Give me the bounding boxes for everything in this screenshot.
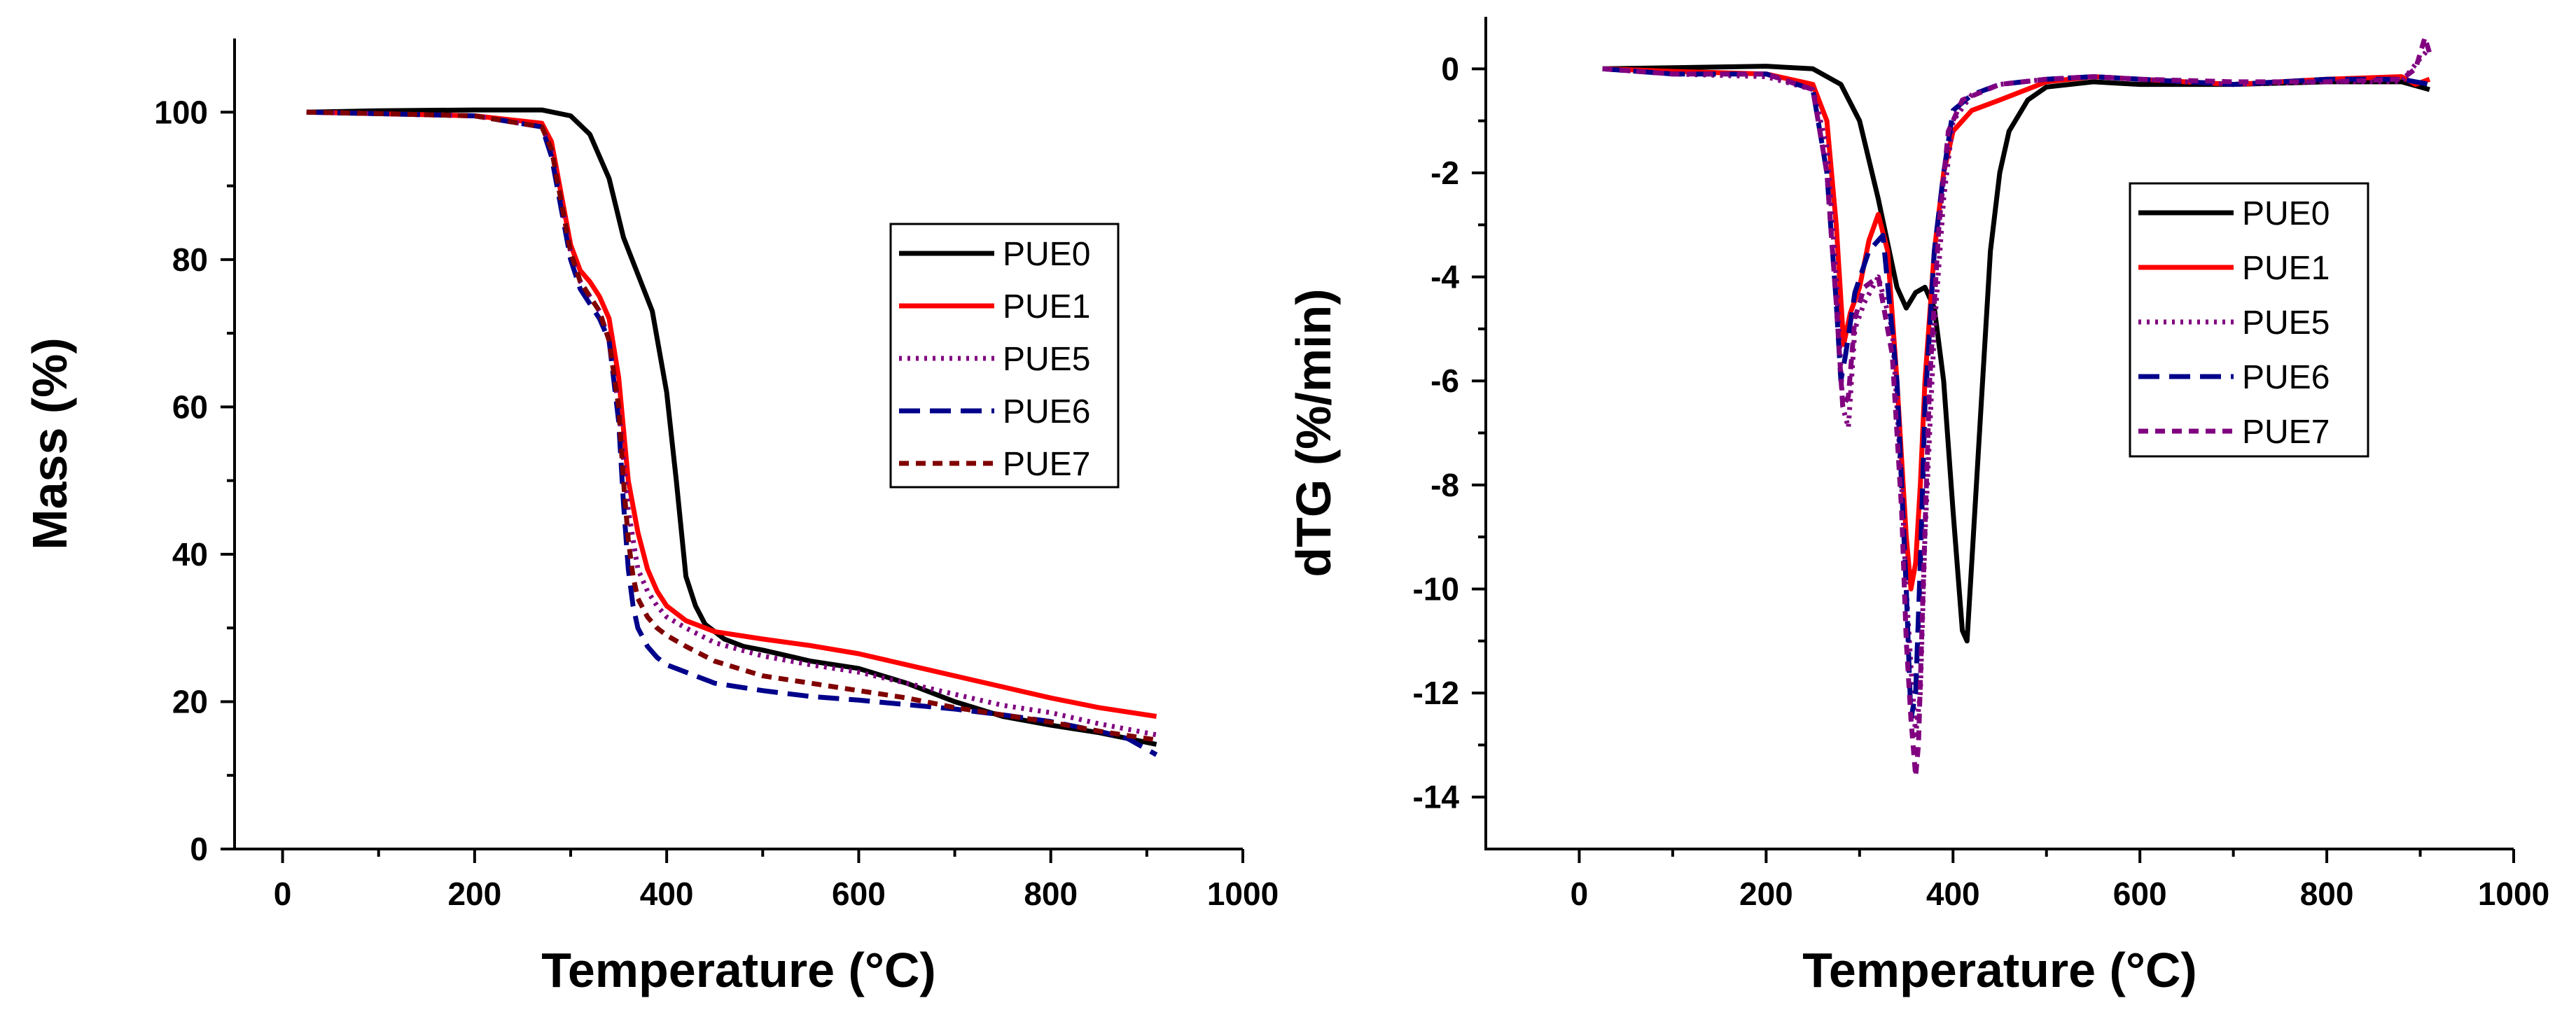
dtg-series-pue0: [1602, 64, 2430, 644]
tga-y-tick-label: 0: [190, 831, 208, 867]
dtg-x-tick-label: 1000: [2478, 876, 2549, 912]
tga-legend-label-pue1: PUE1: [1003, 288, 1090, 325]
dtg-y-tick-label: -4: [1430, 259, 1459, 295]
tga-x-axis-title: Temperature (°C): [541, 943, 935, 997]
tga-x-tick-label: 0: [274, 876, 292, 912]
dtg-x-tick-label: 800: [2300, 876, 2354, 912]
dtg-legend-label-pue7: PUE7: [2242, 414, 2330, 451]
tga-x-tick-label: 600: [832, 876, 886, 912]
tga-legend-label-pue6: PUE6: [1003, 393, 1090, 430]
dtg-series-pue5: [1602, 46, 2432, 737]
tga-x-tick-label: 200: [447, 876, 501, 912]
tga-y-axis-title: Mass (%): [22, 337, 77, 549]
dtg-x-tick-label: 600: [2113, 876, 2167, 912]
tga-x-tick-label: 400: [640, 876, 694, 912]
dtg-x-tick-label: 400: [1926, 876, 1980, 912]
dtg-legend: PUE0 PUE1 PUE5 PUE6 PUE7: [2129, 182, 2369, 458]
dtg-y-tick-label: -12: [1413, 675, 1459, 711]
dtg-legend-label-pue6: PUE6: [2242, 359, 2330, 396]
dtg-y-tick-label: -10: [1413, 570, 1459, 607]
dtg-y-axis-title: dTG (%/min): [1286, 288, 1341, 577]
tga-x-tick-label: 800: [1024, 876, 1078, 912]
dtg-y-tick-label: 0: [1441, 50, 1459, 87]
tga-chart: 0 200 400 600 800 1000 0 20 40 60 80 100 Temperature…: [22, 38, 1279, 997]
dtg-legend-label-pue1: PUE1: [2242, 250, 2330, 287]
tga-y-tick-label: 80: [172, 241, 208, 278]
tga-y-tick-label: 20: [172, 683, 208, 720]
tga-legend-label-pue0: PUE0: [1003, 236, 1090, 273]
tga-legend: PUE0 PUE1 PUE5 PUE6 PUE7: [889, 223, 1120, 489]
tga-x-tick-label: 1000: [1207, 876, 1279, 912]
tga-series-pue0: [306, 107, 1157, 747]
tga-legend-label-pue5: PUE5: [1003, 341, 1090, 378]
dtg-y-tick-label: -8: [1430, 467, 1459, 503]
dtg-x-tick-label: 200: [1739, 876, 1793, 912]
dtg-legend-label-pue5: PUE5: [2242, 304, 2330, 342]
tga-y-tick-label: 40: [172, 536, 208, 573]
tga-legend-box: [889, 223, 1120, 489]
dtg-y-tick-label: -14: [1413, 779, 1460, 815]
dtg-x-tick-label: 0: [1571, 876, 1589, 912]
tga-y-tick-label: 60: [172, 388, 208, 425]
dtg-series-pue7: [1602, 35, 2432, 779]
dtg-chart: 0 200 400 600 800 1000 0 -2 -4 -6 -8 -10 -12 -14 Tempe…: [1286, 17, 2549, 997]
tga-legend-label-pue7: PUE7: [1003, 446, 1090, 483]
tga-series-pue7: [306, 109, 1157, 743]
dtg-x-axis-title: Temperature (°C): [1802, 943, 2196, 997]
tga-y-tick-label: 100: [154, 94, 208, 130]
dtg-legend-box: [2129, 182, 2369, 458]
dtg-y-tick-label: -2: [1430, 155, 1459, 191]
dtg-legend-label-pue0: PUE0: [2242, 195, 2330, 232]
dtg-y-tick-label: -6: [1430, 363, 1459, 399]
